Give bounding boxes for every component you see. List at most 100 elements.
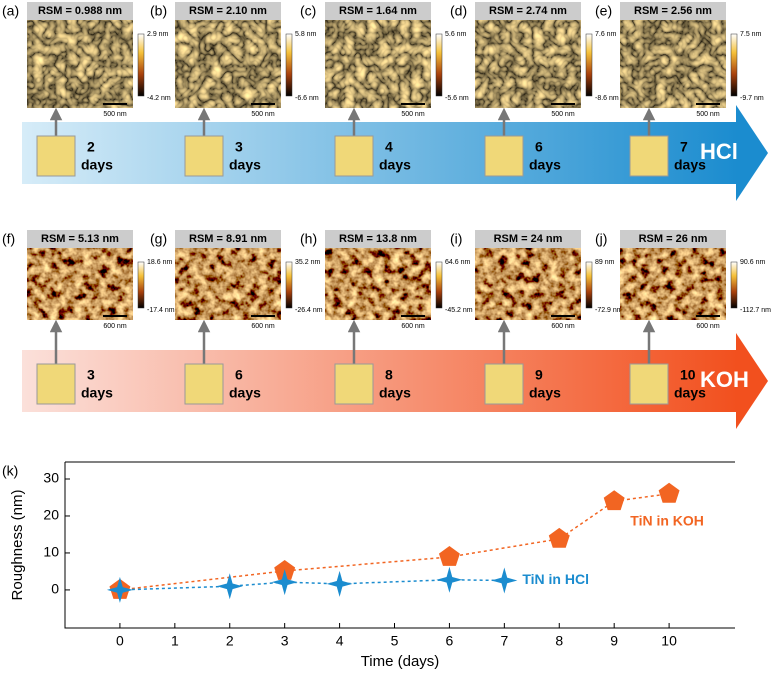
colorbar-max: 5.8 nm [295, 31, 317, 38]
scale-label: 500 nm [103, 111, 127, 118]
data-point [603, 490, 625, 511]
afm-header [620, 230, 726, 248]
rsm-label: RSM = 0.988 nm [38, 5, 122, 17]
panel-label: (h) [300, 231, 317, 247]
rsm-label: RSM = 2.56 nm [634, 5, 712, 17]
scale-label: 600 nm [551, 323, 575, 330]
afm-image [175, 248, 281, 320]
x-tick-label: 2 [226, 633, 234, 649]
afm-header [27, 230, 133, 248]
day-unit: days [529, 385, 561, 401]
afm-image [475, 248, 581, 320]
rsm-label: RSM = 8.91 nm [189, 233, 267, 245]
afm-header [620, 2, 726, 20]
y-tick-label: 30 [43, 470, 59, 486]
scale-label: 500 nm [551, 111, 575, 118]
afm-header [475, 230, 581, 248]
data-point [271, 569, 298, 596]
x-tick-label: 8 [555, 633, 563, 649]
afm-image [325, 248, 431, 320]
sample-chip [36, 363, 76, 405]
colorbar [730, 261, 738, 309]
afm-image [175, 20, 281, 108]
colorbar [730, 33, 738, 97]
sample-chip [334, 363, 374, 405]
panel-label: (i) [450, 231, 462, 247]
rsm-label: RSM = 5.13 nm [41, 233, 119, 245]
afm-image [27, 20, 133, 108]
colorbar-min: -6.6 nm [295, 95, 319, 102]
y-tick-label: 20 [43, 507, 59, 523]
day-unit: days [229, 157, 261, 173]
x-tick-label: 1 [171, 633, 179, 649]
colorbar-max: 89 nm [595, 259, 615, 266]
arrow-head [736, 333, 768, 429]
panel-label: (g) [150, 231, 167, 247]
colorbar-min: -9.7 nm [740, 95, 764, 102]
x-tick-label: 7 [500, 633, 508, 649]
afm-image [620, 20, 726, 108]
x-tick-label: 4 [336, 633, 344, 649]
data-point [548, 527, 570, 548]
scale-label: 500 nm [401, 111, 425, 118]
x-tick-label: 0 [116, 633, 124, 649]
x-tick-label: 9 [610, 633, 618, 649]
panel-label: (k) [2, 463, 18, 479]
scale-label: 600 nm [696, 323, 720, 330]
sample-chip [484, 363, 524, 405]
colorbar-min: -26.4 nm [295, 307, 323, 314]
colorbar-min: -8.6 nm [595, 95, 619, 102]
x-tick-label: 6 [446, 633, 454, 649]
day-unit: days [81, 385, 113, 401]
panel-label: (b) [150, 3, 167, 19]
acid-label: HCl [700, 139, 738, 164]
colorbar [285, 33, 293, 97]
scale-label: 600 nm [103, 323, 127, 330]
sample-chip [484, 135, 524, 177]
day-number: 7 [680, 139, 688, 155]
day-unit: days [674, 157, 706, 173]
data-point [106, 576, 133, 603]
colorbar-min: -5.6 nm [445, 95, 469, 102]
panel-label: (j) [595, 231, 607, 247]
arrow-head [736, 105, 768, 201]
colorbar-max: 35.2 nm [295, 259, 320, 266]
day-number: 8 [385, 367, 393, 383]
afm-image [475, 20, 581, 108]
rsm-label: RSM = 24 nm [494, 233, 563, 245]
y-tick-label: 10 [43, 544, 59, 560]
scale-label: 500 nm [696, 111, 720, 118]
data-point [436, 566, 463, 593]
colorbar [585, 261, 593, 309]
data-point [326, 570, 353, 597]
day-number: 2 [87, 139, 95, 155]
series-label: TiN in KOH [630, 512, 704, 528]
panel-label: (c) [300, 3, 316, 19]
scale-label: 500 nm [251, 111, 275, 118]
axes-frame [64, 461, 735, 629]
day-unit: days [379, 157, 411, 173]
rsm-label: RSM = 1.64 nm [339, 5, 417, 17]
rsm-label: RSM = 26 nm [639, 233, 708, 245]
colorbar-max: 64.6 nm [445, 259, 470, 266]
colorbar [435, 33, 443, 97]
x-tick-label: 3 [281, 633, 289, 649]
data-point [491, 567, 518, 594]
colorbar [285, 261, 293, 309]
colorbar [137, 33, 145, 97]
panel-label: (e) [595, 3, 612, 19]
afm-header [175, 230, 281, 248]
y-axis-title: Roughness (nm) [9, 490, 26, 601]
afm-image [27, 248, 133, 320]
day-number: 4 [385, 139, 393, 155]
sample-chip [36, 135, 76, 177]
day-number: 6 [235, 367, 243, 383]
colorbar-max: 2.9 nm [147, 31, 169, 38]
rsm-label: RSM = 2.74 nm [489, 5, 567, 17]
data-point [216, 573, 243, 600]
day-unit: days [229, 385, 261, 401]
colorbar [137, 261, 145, 309]
day-number: 10 [680, 367, 696, 383]
panel-label: (f) [2, 231, 15, 247]
